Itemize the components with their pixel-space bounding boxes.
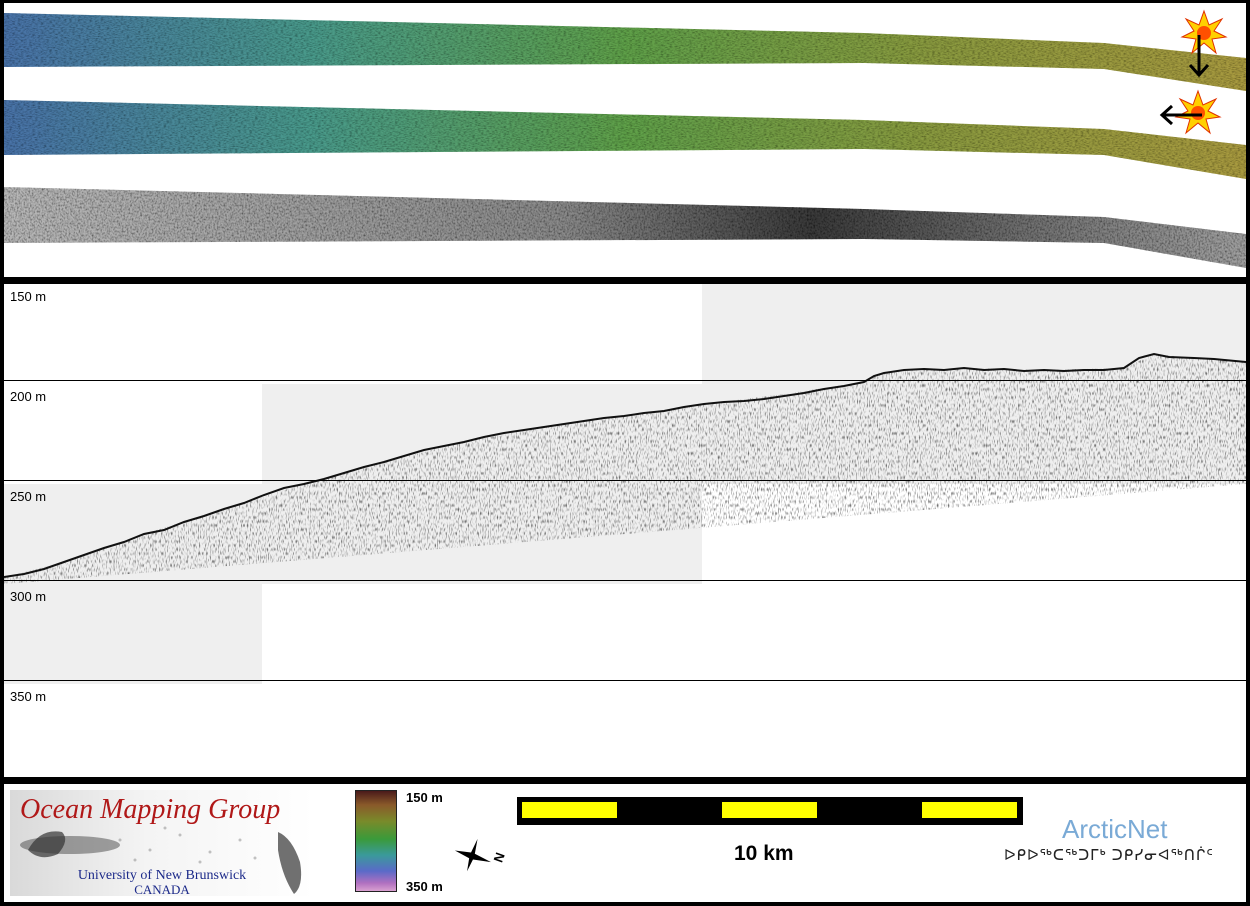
ocean-mapping-group-logo: Ocean Mapping Group University of New Br… [10,790,314,896]
north-arrow-icon: N [454,838,508,872]
compass-letter: N [490,850,507,864]
depth-label-350: 350 m [10,689,47,704]
logo-country: CANADA [134,882,190,896]
bathymetry-swath-sun-west [4,100,1246,179]
scale-bar [517,797,1023,825]
illumination-arrow-icon [1188,35,1210,78]
backscatter-swath [4,187,1246,268]
colorbar-top-label: 150 m [406,790,443,805]
logo-title: Ocean Mapping Group [20,794,281,825]
arcticnet-logo: ArcticNet [1062,814,1168,844]
depth-gridline [4,480,1246,481]
depth-label-250: 250 m [10,489,47,504]
subbottom-profile-panel: 150 m 200 m 250 m 300 m 350 m [4,284,1246,777]
sun-illumination-icon [1180,9,1228,55]
arcticnet-syllabics: ᐅᑭᐅᖅᑕᖅᑐᒥᒃ ᑐᑭᓯᓂᐊᖅᑎᒌᑦ [1004,847,1214,864]
sun-illumination-icon [1174,89,1222,135]
depth-label-300: 300 m [10,589,47,604]
depth-gridline [4,580,1246,581]
depth-gridline [4,380,1246,381]
sub-bottom-reflectivity [4,354,1246,584]
depth-label-150: 150 m [10,289,47,304]
seafloor-trace [4,352,1246,578]
bathymetry-swath-sun-north [4,13,1246,91]
swath-imagery-svg [4,9,1246,268]
depth-gridline [4,680,1246,681]
swath-imagery-panel [4,3,1246,277]
illumination-arrow-icon [1159,104,1202,126]
scale-bar-segment [522,802,617,818]
legend-panel: Ocean Mapping Group University of New Br… [4,784,1246,902]
depth-colorbar [355,790,397,892]
scale-label: 10 km [734,842,794,865]
scale-bar-segment [922,802,1017,818]
colorbar-bottom-label: 350 m [406,879,443,894]
profile-svg [4,284,1246,684]
logo-university: University of New Brunswick [77,868,247,883]
logo-artwork [20,826,302,894]
scale-bar-segment [722,802,817,818]
depth-label-200: 200 m [10,389,47,404]
